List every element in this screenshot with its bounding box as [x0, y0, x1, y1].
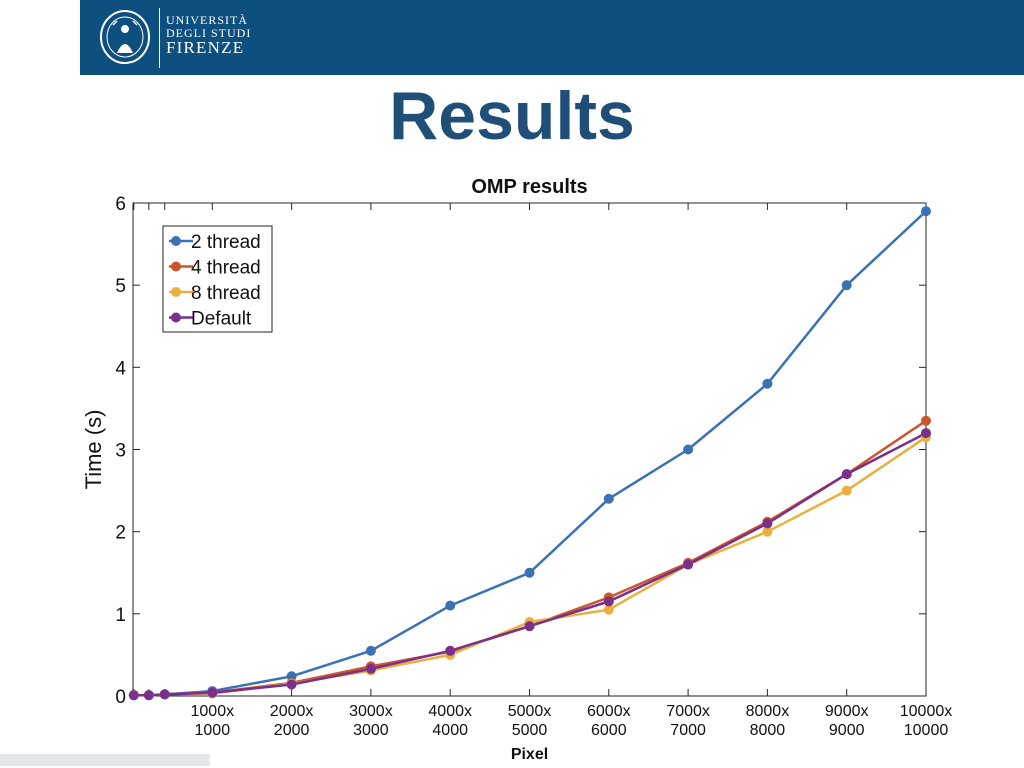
x-tick-label-line1: 10000x	[900, 703, 953, 720]
x-tick-label-line2: 4000	[432, 722, 468, 739]
legend-marker	[171, 261, 181, 272]
legend-marker	[171, 287, 181, 297]
data-point-2-thread	[921, 206, 931, 217]
legend-label: 4 thread	[191, 258, 261, 279]
x-tick-label: 9000x 9000	[825, 703, 869, 739]
x-tick-label-line2: 10000	[904, 722, 949, 739]
y-tick-label: 0	[115, 687, 126, 708]
legend-label: 2 thread	[191, 232, 261, 253]
x-tick-label-line1: 1000x	[191, 703, 235, 720]
legend-box	[162, 225, 273, 333]
x-tick-label-line1: 3000x	[349, 703, 393, 720]
y-tick-label: 5	[115, 276, 126, 297]
data-point-2-thread	[524, 567, 535, 578]
data-point-default	[603, 596, 614, 607]
y-tick-label: 3	[115, 441, 126, 462]
data-point-default	[524, 621, 535, 632]
legend-marker	[171, 312, 181, 323]
x-tick-label-line1: 5000x	[508, 703, 552, 720]
data-point-8-thread	[841, 485, 852, 496]
logo-line-3: FIRENZE	[166, 38, 245, 58]
x-tick-label: 10000x 10000	[900, 703, 953, 739]
x-tick-label-line1: 9000x	[825, 703, 869, 720]
y-axis-label: Time (s)	[81, 410, 106, 490]
y-tick-label: 4	[115, 358, 126, 379]
x-tick-label: 6000x 6000	[587, 703, 631, 739]
header-band	[80, 0, 1024, 75]
data-point-default	[841, 469, 852, 480]
data-point-default	[445, 645, 456, 656]
footer-watermark	[0, 754, 210, 766]
x-tick-label-line1: 4000x	[428, 703, 472, 720]
data-point-2-thread	[445, 600, 456, 611]
x-tick-label-line2: 3000	[353, 722, 389, 739]
x-tick-label-line2: 8000	[750, 722, 786, 739]
data-point-default	[128, 690, 139, 701]
y-tick-label: 1	[115, 605, 126, 626]
x-tick-label: 1000x 1000	[191, 703, 235, 739]
x-tick-label: 3000x 3000	[349, 703, 393, 739]
data-point-default	[286, 679, 297, 690]
x-tick-label: 8000x 8000	[746, 703, 790, 739]
legend-marker	[171, 236, 181, 246]
logo-line-2: DEGLI STUDI	[166, 25, 252, 40]
data-point-2-thread	[841, 280, 852, 291]
x-tick-label: 4000x 4000	[428, 703, 472, 739]
slide-title: Results	[389, 78, 635, 154]
data-point-default	[683, 559, 694, 570]
data-point-4-thread	[921, 415, 931, 426]
x-tick-label-line1: 8000x	[746, 703, 790, 720]
y-tick-label: 6	[115, 194, 126, 215]
x-tick-label-line1: 2000x	[270, 703, 314, 720]
data-point-default	[921, 428, 931, 439]
florence-seal-icon	[100, 10, 150, 64]
data-point-default	[365, 663, 376, 674]
x-tick-label-line1: 6000x	[587, 703, 631, 720]
data-point-2-thread	[603, 493, 614, 504]
legend-label: Default	[191, 309, 252, 330]
chart-title: OMP results	[471, 176, 587, 198]
logo-line-1: UNIVERSITÀ	[166, 13, 248, 27]
legend-label: 8 thread	[191, 283, 261, 304]
x-tick-label-line2: 7000	[670, 722, 706, 739]
x-axis-label: Pixel	[511, 746, 548, 763]
x-tick-label-line2: 1000	[195, 722, 231, 739]
y-tick-label: 2	[115, 523, 126, 544]
x-tick-label: 5000x 5000	[508, 703, 552, 739]
university-logo: UNIVERSITÀ DEGLI STUDI FIRENZE	[166, 14, 251, 57]
x-tick-label: 2000x 2000	[270, 703, 314, 739]
data-point-8-thread	[762, 526, 773, 537]
data-point-default	[762, 518, 773, 529]
x-tick-label-line2: 5000	[512, 722, 548, 739]
data-point-default	[207, 687, 218, 698]
x-tick-label-line2: 9000	[829, 722, 865, 739]
data-point-default	[143, 690, 154, 701]
data-point-default	[159, 689, 170, 700]
x-tick-label-line2: 2000	[274, 722, 310, 739]
x-tick-label: 7000x 7000	[666, 703, 710, 739]
logo-divider	[159, 8, 160, 68]
data-point-2-thread	[683, 444, 694, 455]
data-point-2-thread	[365, 645, 376, 656]
data-point-8-thread	[603, 604, 614, 615]
x-tick-label-line2: 6000	[591, 722, 627, 739]
x-tick-label-line1: 7000x	[666, 703, 710, 720]
data-point-2-thread	[762, 378, 773, 389]
